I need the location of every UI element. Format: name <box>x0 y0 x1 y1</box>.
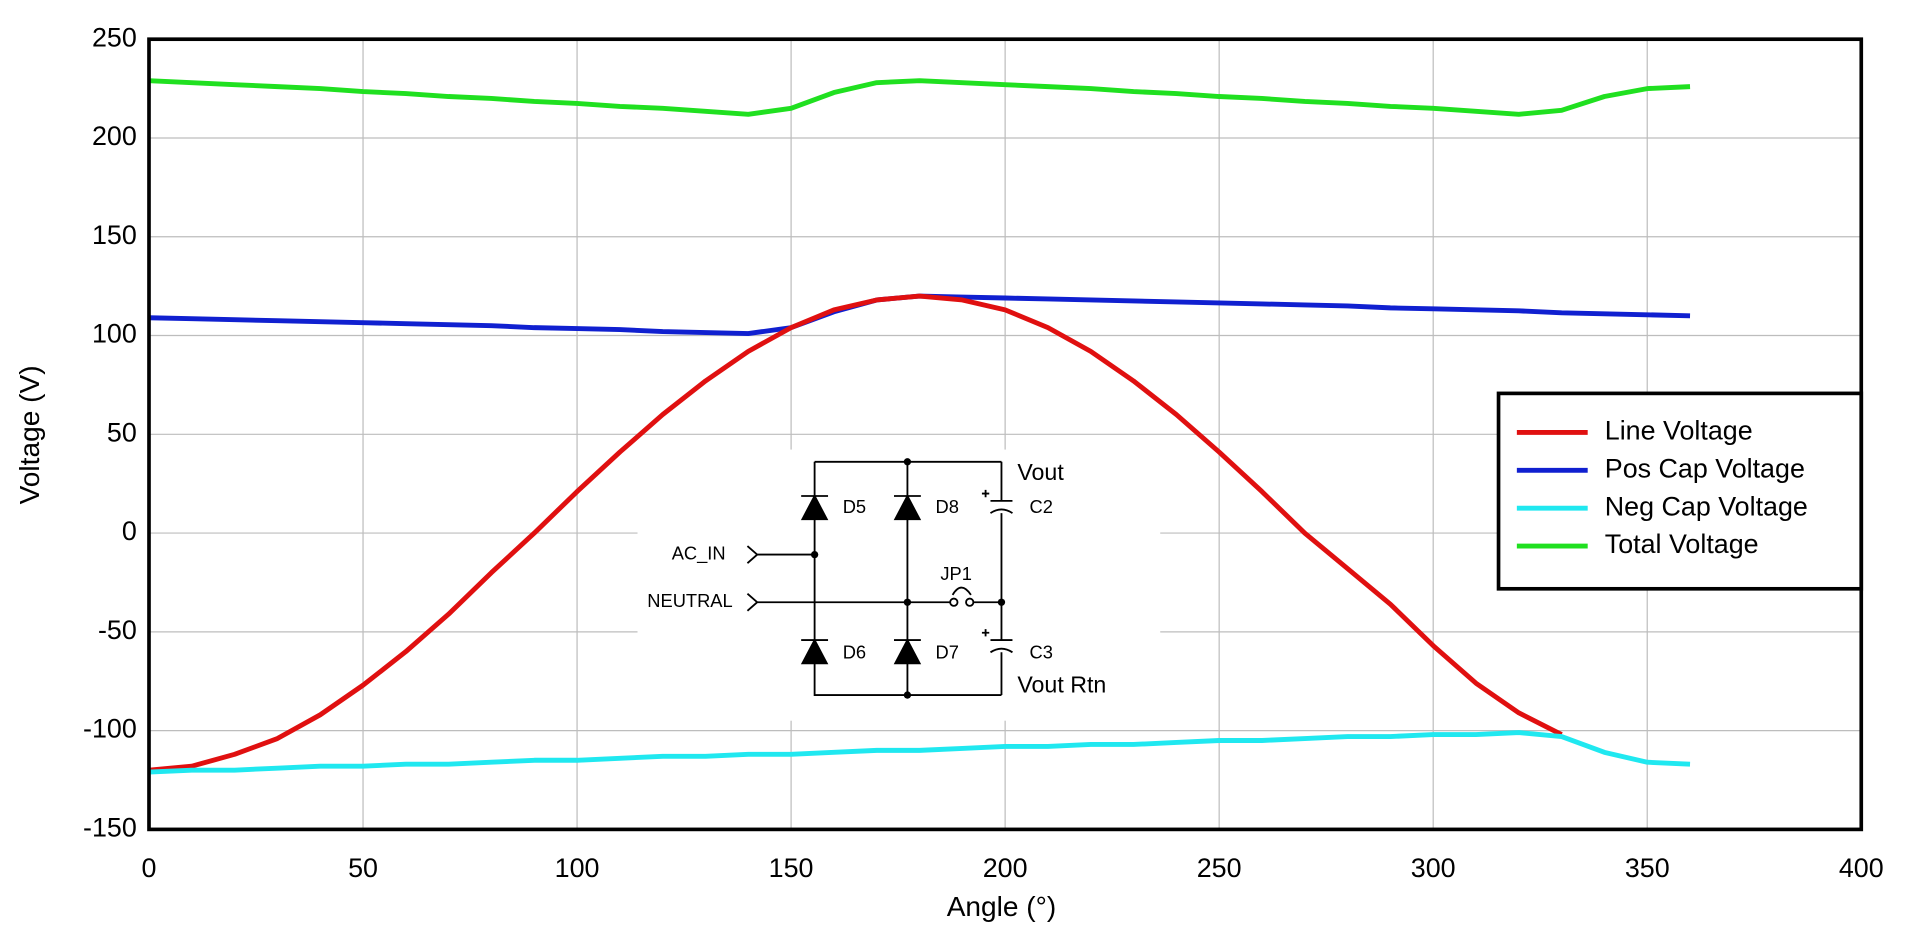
series-line <box>148 293 1563 773</box>
schematic-label: D8 <box>936 496 959 517</box>
legend-label: Neg Cap Voltage <box>1605 491 1808 521</box>
schematic-label: Vout Rtn <box>1017 672 1106 698</box>
schematic-label: D6 <box>843 641 866 662</box>
x-tick-label: 150 <box>769 853 814 883</box>
x-tick-label: 50 <box>348 853 378 883</box>
legend-label: Total Voltage <box>1605 529 1759 559</box>
y-tick-label: 100 <box>92 319 137 349</box>
legend: Line Voltage Pos Cap Voltage Neg Cap Volta… <box>1496 391 1864 591</box>
plot-frame <box>147 37 1864 832</box>
schematic-label: Vout <box>1017 459 1064 485</box>
x-axis-label: Angle (°) <box>947 891 1057 922</box>
schematic: Vout D5 D8 C2 AC_IN NEUTRAL JP1 D6 D7 C3 Vout Rtn <box>637 449 1161 721</box>
schematic-label: D7 <box>936 641 959 662</box>
lines <box>148 78 1691 775</box>
legend-box <box>1496 391 1864 591</box>
schematic-label: AC_IN <box>672 542 726 564</box>
jumper-pin <box>965 597 975 607</box>
series-line <box>148 78 1691 117</box>
schematic-label: NEUTRAL <box>647 590 732 611</box>
y-tick-label: 50 <box>107 417 137 447</box>
schematic-label: C3 <box>1030 641 1053 662</box>
y-tick-label: 150 <box>92 220 137 250</box>
x-tick-label: 350 <box>1625 853 1670 883</box>
y-tick-label: -100 <box>83 714 137 744</box>
legend-label: Line Voltage <box>1605 416 1753 446</box>
y-tick-label: -50 <box>98 615 137 645</box>
y-tick-label: -150 <box>83 812 137 842</box>
x-tick-label: 300 <box>1411 853 1456 883</box>
x-tick-label: 0 <box>142 853 157 883</box>
jumper-pin <box>949 597 959 607</box>
legend-label: Pos Cap Voltage <box>1605 453 1805 483</box>
schematic-label: JP1 <box>940 563 972 584</box>
x-tick-label: 100 <box>555 853 600 883</box>
y-axis-label: Voltage (V) <box>14 365 45 504</box>
schematic-label: C2 <box>1030 496 1053 517</box>
x-tick-label: 250 <box>1197 853 1242 883</box>
series-line <box>148 730 1691 775</box>
schematic-dots <box>810 458 1006 699</box>
series-line <box>148 293 1691 336</box>
schematic-background <box>637 449 1161 721</box>
diodes <box>800 494 922 665</box>
x-tick-label: 400 <box>1839 853 1884 883</box>
schematic-label: D5 <box>843 496 866 517</box>
y-tick-label: 0 <box>122 516 137 546</box>
y-tick-label: 250 <box>92 22 137 52</box>
y-tick-label: 200 <box>92 121 137 151</box>
schematic-wires <box>746 460 1013 696</box>
x-tick-label: 200 <box>983 853 1028 883</box>
